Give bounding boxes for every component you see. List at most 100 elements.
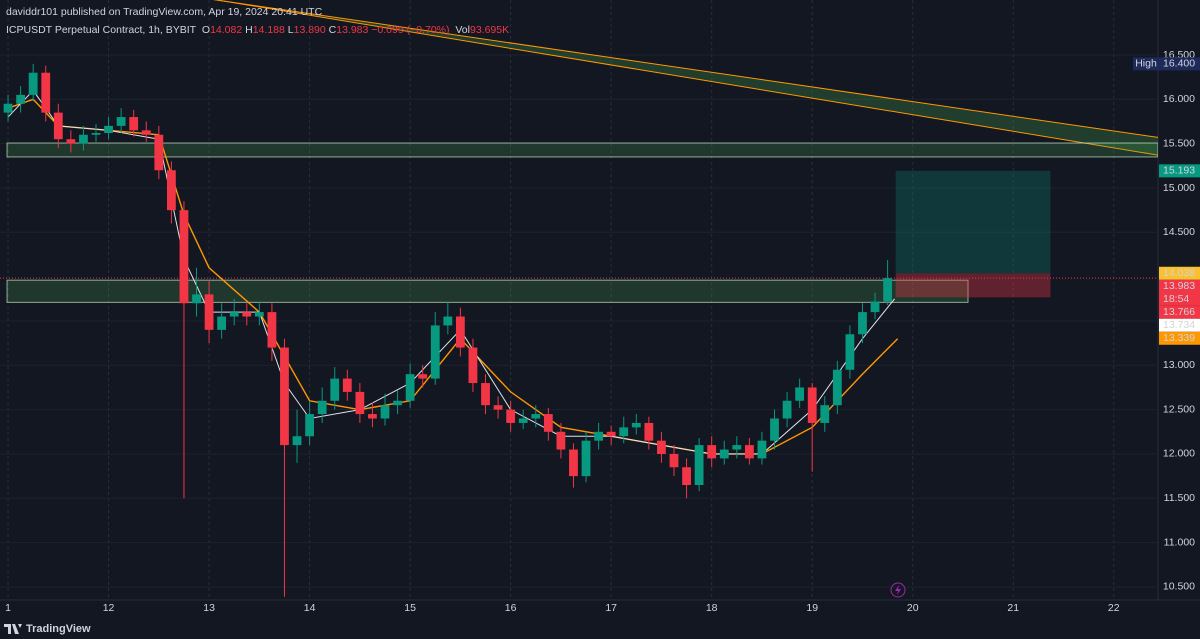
candle-body (418, 374, 428, 379)
price-label-box (1159, 57, 1200, 71)
candle-body (229, 312, 239, 317)
y-tick-label: 11.500 (1164, 492, 1195, 504)
x-tick-label: 21 (1007, 602, 1019, 614)
candle-body (393, 400, 402, 406)
candle-body (493, 405, 503, 410)
price-label-box (1159, 266, 1200, 280)
candle-body (883, 278, 892, 302)
candle-body (631, 422, 641, 428)
volume-label: Vol (455, 24, 470, 36)
x-tick-label: 1 (5, 602, 11, 614)
ohlc-label: C (328, 24, 337, 36)
candle-body (3, 103, 13, 113)
channel-line (212, 0, 1158, 138)
candle-body (455, 316, 465, 348)
candle-body (770, 418, 779, 441)
candle-body (204, 294, 214, 330)
y-tick-label: 15.500 (1163, 137, 1195, 149)
x-tick-label: 13 (203, 602, 215, 614)
candle-body (870, 301, 880, 313)
y-tick-label: 15.000 (1163, 182, 1195, 194)
price-label: 13.339 (1163, 332, 1195, 344)
candle-body (355, 391, 365, 415)
candle-body (481, 383, 490, 406)
y-tick-label: 16.000 (1163, 93, 1195, 105)
candle-body (66, 139, 76, 144)
candle-body (556, 431, 566, 450)
price-label: 13.983 (1163, 280, 1195, 292)
candle-body (820, 405, 830, 423)
x-tick-label: 20 (907, 602, 919, 614)
ohlc-value: 13.890 (293, 24, 326, 36)
candle-body (217, 316, 227, 330)
candle-body (719, 449, 729, 459)
candle-body (267, 312, 277, 348)
ohlc-label: O (201, 24, 211, 36)
x-tick-label: 19 (806, 602, 818, 614)
candle-body (619, 427, 629, 437)
ohlc-label: H (245, 24, 253, 36)
price-label-box (1159, 331, 1200, 345)
brand: TradingView (26, 623, 91, 635)
candle-body (129, 117, 139, 131)
candle-body (154, 134, 164, 171)
symbol: ICPUSDT Perpetual Contract, 1h, BYBIT (6, 24, 197, 36)
candle-body (443, 316, 453, 326)
candle-body (430, 325, 440, 379)
candle-body (116, 117, 126, 126)
candle-body (380, 405, 390, 419)
candle-body (682, 467, 691, 486)
zone (6, 279, 969, 303)
countdown: 18:54 (1163, 293, 1189, 305)
candle-body (782, 400, 792, 419)
candle-body (405, 374, 415, 401)
candle-body (707, 445, 717, 459)
x-tick-label: 12 (103, 602, 115, 614)
candle-body (330, 378, 340, 401)
candle-body (606, 431, 616, 437)
candle-body (468, 347, 478, 384)
candle-body (292, 436, 302, 446)
candle-body (543, 414, 553, 432)
x-tick-label: 14 (304, 602, 316, 614)
candle-body (506, 409, 516, 423)
candle-body (317, 400, 327, 415)
candle-body (581, 440, 591, 477)
y-tick-label: 11.000 (1164, 536, 1195, 548)
candle-body (845, 334, 855, 370)
x-tick-label: 22 (1108, 602, 1120, 614)
candle-body (669, 453, 679, 468)
x-tick-label: 17 (605, 602, 617, 614)
change: −0.099 (−0.70%) (371, 24, 450, 36)
candle-body (342, 378, 352, 392)
candle-body (305, 414, 315, 437)
ohlc: O14.082 H14.188 L13.890 C13.983 (202, 24, 371, 36)
footer: TradingView (4, 623, 91, 635)
candle-body (368, 414, 377, 419)
candle-body (807, 387, 817, 423)
candle-body (518, 418, 528, 423)
candle-body (179, 210, 189, 304)
candle-body (531, 414, 541, 419)
candle-body (832, 369, 842, 406)
price-label-box (1159, 318, 1200, 332)
price-label-box (1159, 279, 1200, 306)
candle-body (166, 170, 176, 211)
alert-icon (890, 582, 906, 598)
published-line: daviddr101 published on TradingView.com,… (6, 6, 323, 18)
price-label-box (1159, 305, 1200, 319)
price-tag-box (1133, 57, 1159, 71)
volume: 93.695K (469, 24, 510, 36)
position-loss (895, 273, 1051, 298)
y-tick-label: 13.000 (1163, 359, 1195, 371)
candle-body (28, 72, 38, 95)
price-label: 13.766 (1163, 306, 1195, 318)
candle-body (594, 431, 603, 441)
candle-body (280, 347, 289, 446)
y-tick-label: 12.500 (1163, 403, 1195, 415)
candle-body (254, 312, 264, 317)
ohlc-value: 14.188 (252, 24, 285, 36)
